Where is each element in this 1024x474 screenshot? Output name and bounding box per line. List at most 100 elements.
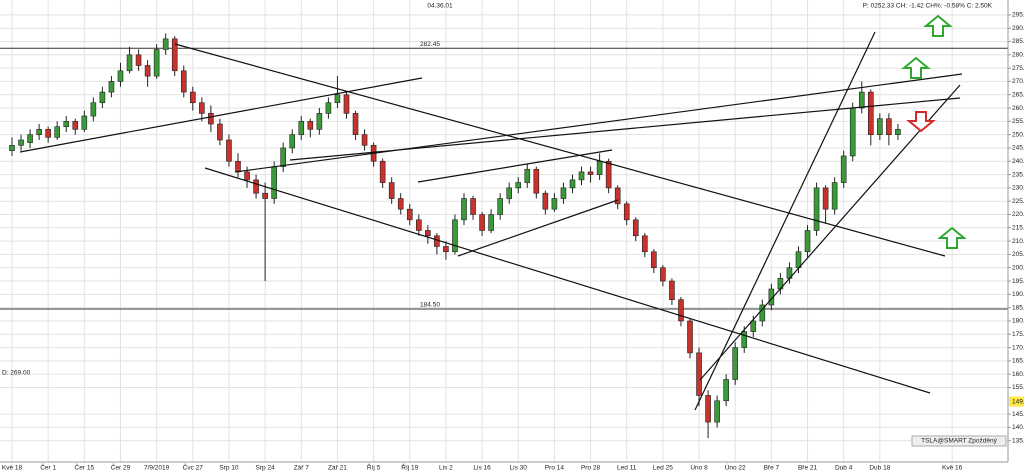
y-tick-label: 155.00 [1012,384,1024,391]
candle-body [81,115,88,130]
y-tick-label: 175.00 [1012,331,1024,338]
x-tick-label: Čer 29 [111,463,131,472]
candle-body [461,198,467,221]
x-tick-label: Lis 30 [510,465,528,472]
y-tick-label: 135.00 [1012,437,1024,444]
candle-body [117,70,124,82]
candle-body [388,182,395,199]
candle-body [605,160,612,189]
candle-body [9,145,15,151]
candle-body [849,107,856,157]
candle-body [108,81,115,93]
candle-body [298,121,305,135]
trend-line [694,31,876,411]
x-tick-label: Úno 22 [725,463,746,472]
candle-body [732,347,739,380]
x-tick-label: Led 11 [617,465,637,472]
y-tick-label: 195.00 [1012,278,1024,285]
candle-body [506,187,513,199]
x-tick-label: Srp 24 [256,465,276,472]
candle-body [560,187,567,199]
cursor-label: D: 269.00 [2,370,31,377]
candle-body [144,65,151,77]
candle-body [687,320,693,354]
y-tick-label: 295.00 [1012,12,1024,19]
candle-body [533,168,540,194]
candle-body [18,139,24,146]
candle-body [415,219,422,231]
x-tick-label: Pro 14 [545,465,565,472]
candle-body [27,134,33,143]
candle-body [45,129,51,138]
candle-body [569,179,576,189]
candle-body [587,171,594,175]
candle-body [750,320,757,332]
candle-body [877,118,883,135]
candle-body [217,123,223,141]
y-tick-label: 140.00 [1012,424,1024,431]
x-tick-label: Bře 7 [764,465,780,472]
y-tick-label: 170.00 [1012,344,1024,351]
y-tick-label: 265.00 [1012,91,1024,98]
y-tick-label: 275.00 [1012,65,1024,72]
y-tick-label: 160.00 [1012,371,1024,378]
y-tick-label: 290.00 [1012,25,1024,32]
x-tick-label: Led 25 [653,465,673,472]
x-tick-label: Zář 7 [294,465,310,472]
x-tick-label: Kvě 18 [2,465,23,472]
candle-body [651,251,657,269]
candle-body [470,198,476,215]
candle-body [99,91,106,104]
trend-line [699,84,961,381]
candle-body [253,179,259,194]
candle-body [542,192,549,210]
candle-body [840,155,847,183]
candle-body [705,395,711,423]
candle-body [443,246,449,253]
arrows [901,14,967,249]
price-marker-label: 149.70 [1012,398,1024,405]
candle-body [867,91,874,135]
x-tick-label: Zář 21 [328,465,347,472]
x-tick-label: Dub 18 [869,465,890,472]
y-tick-label: 270.00 [1012,78,1024,85]
time-label: 04.36.01 [427,3,453,10]
candle-body [632,219,639,237]
y-tick-label: 185.00 [1012,304,1024,311]
y-tick-label: 165.00 [1012,358,1024,365]
candle-body [307,121,314,130]
x-tick-label: Říj 19 [401,463,418,472]
candle-body [479,214,485,231]
candle-body [334,94,341,104]
y-tick-label: 255.00 [1012,118,1024,125]
y-tick-label: 235.00 [1012,171,1024,178]
trend-line [204,167,931,394]
candle-body [352,113,359,135]
candle-body [741,331,748,348]
candle-body [723,379,729,402]
trend-line [19,77,423,153]
y-tick-label: 205.00 [1012,251,1024,258]
x-tick-label: Lis 16 [473,465,491,472]
y-tick-label: 215.00 [1012,225,1024,232]
candle-body [153,49,160,77]
x-tick-label: Čer 15 [75,463,95,472]
x-tick-label: Úno 8 [690,463,708,472]
y-tick-label: 200.00 [1012,264,1024,271]
y-tick-label: 245.00 [1012,145,1024,152]
candle-body [343,94,350,114]
y-tick-label: 210.00 [1012,238,1024,245]
y-tick-label: 230.00 [1012,185,1024,192]
candle-body [452,219,458,253]
y-tick-label: 240.00 [1012,158,1024,165]
candle-body [425,230,431,237]
y-tick-label: 250.00 [1012,131,1024,138]
candle-body [895,129,901,135]
candle-body [669,280,675,300]
y-tick-label: 225.00 [1012,198,1024,205]
y-tick-label: 145.00 [1012,411,1024,418]
x-tick-label: Kvě 16 [942,465,963,472]
candle-body [244,171,250,181]
legend: TSLA@SMART Zpožděný [921,438,997,445]
candle-body [795,251,802,269]
